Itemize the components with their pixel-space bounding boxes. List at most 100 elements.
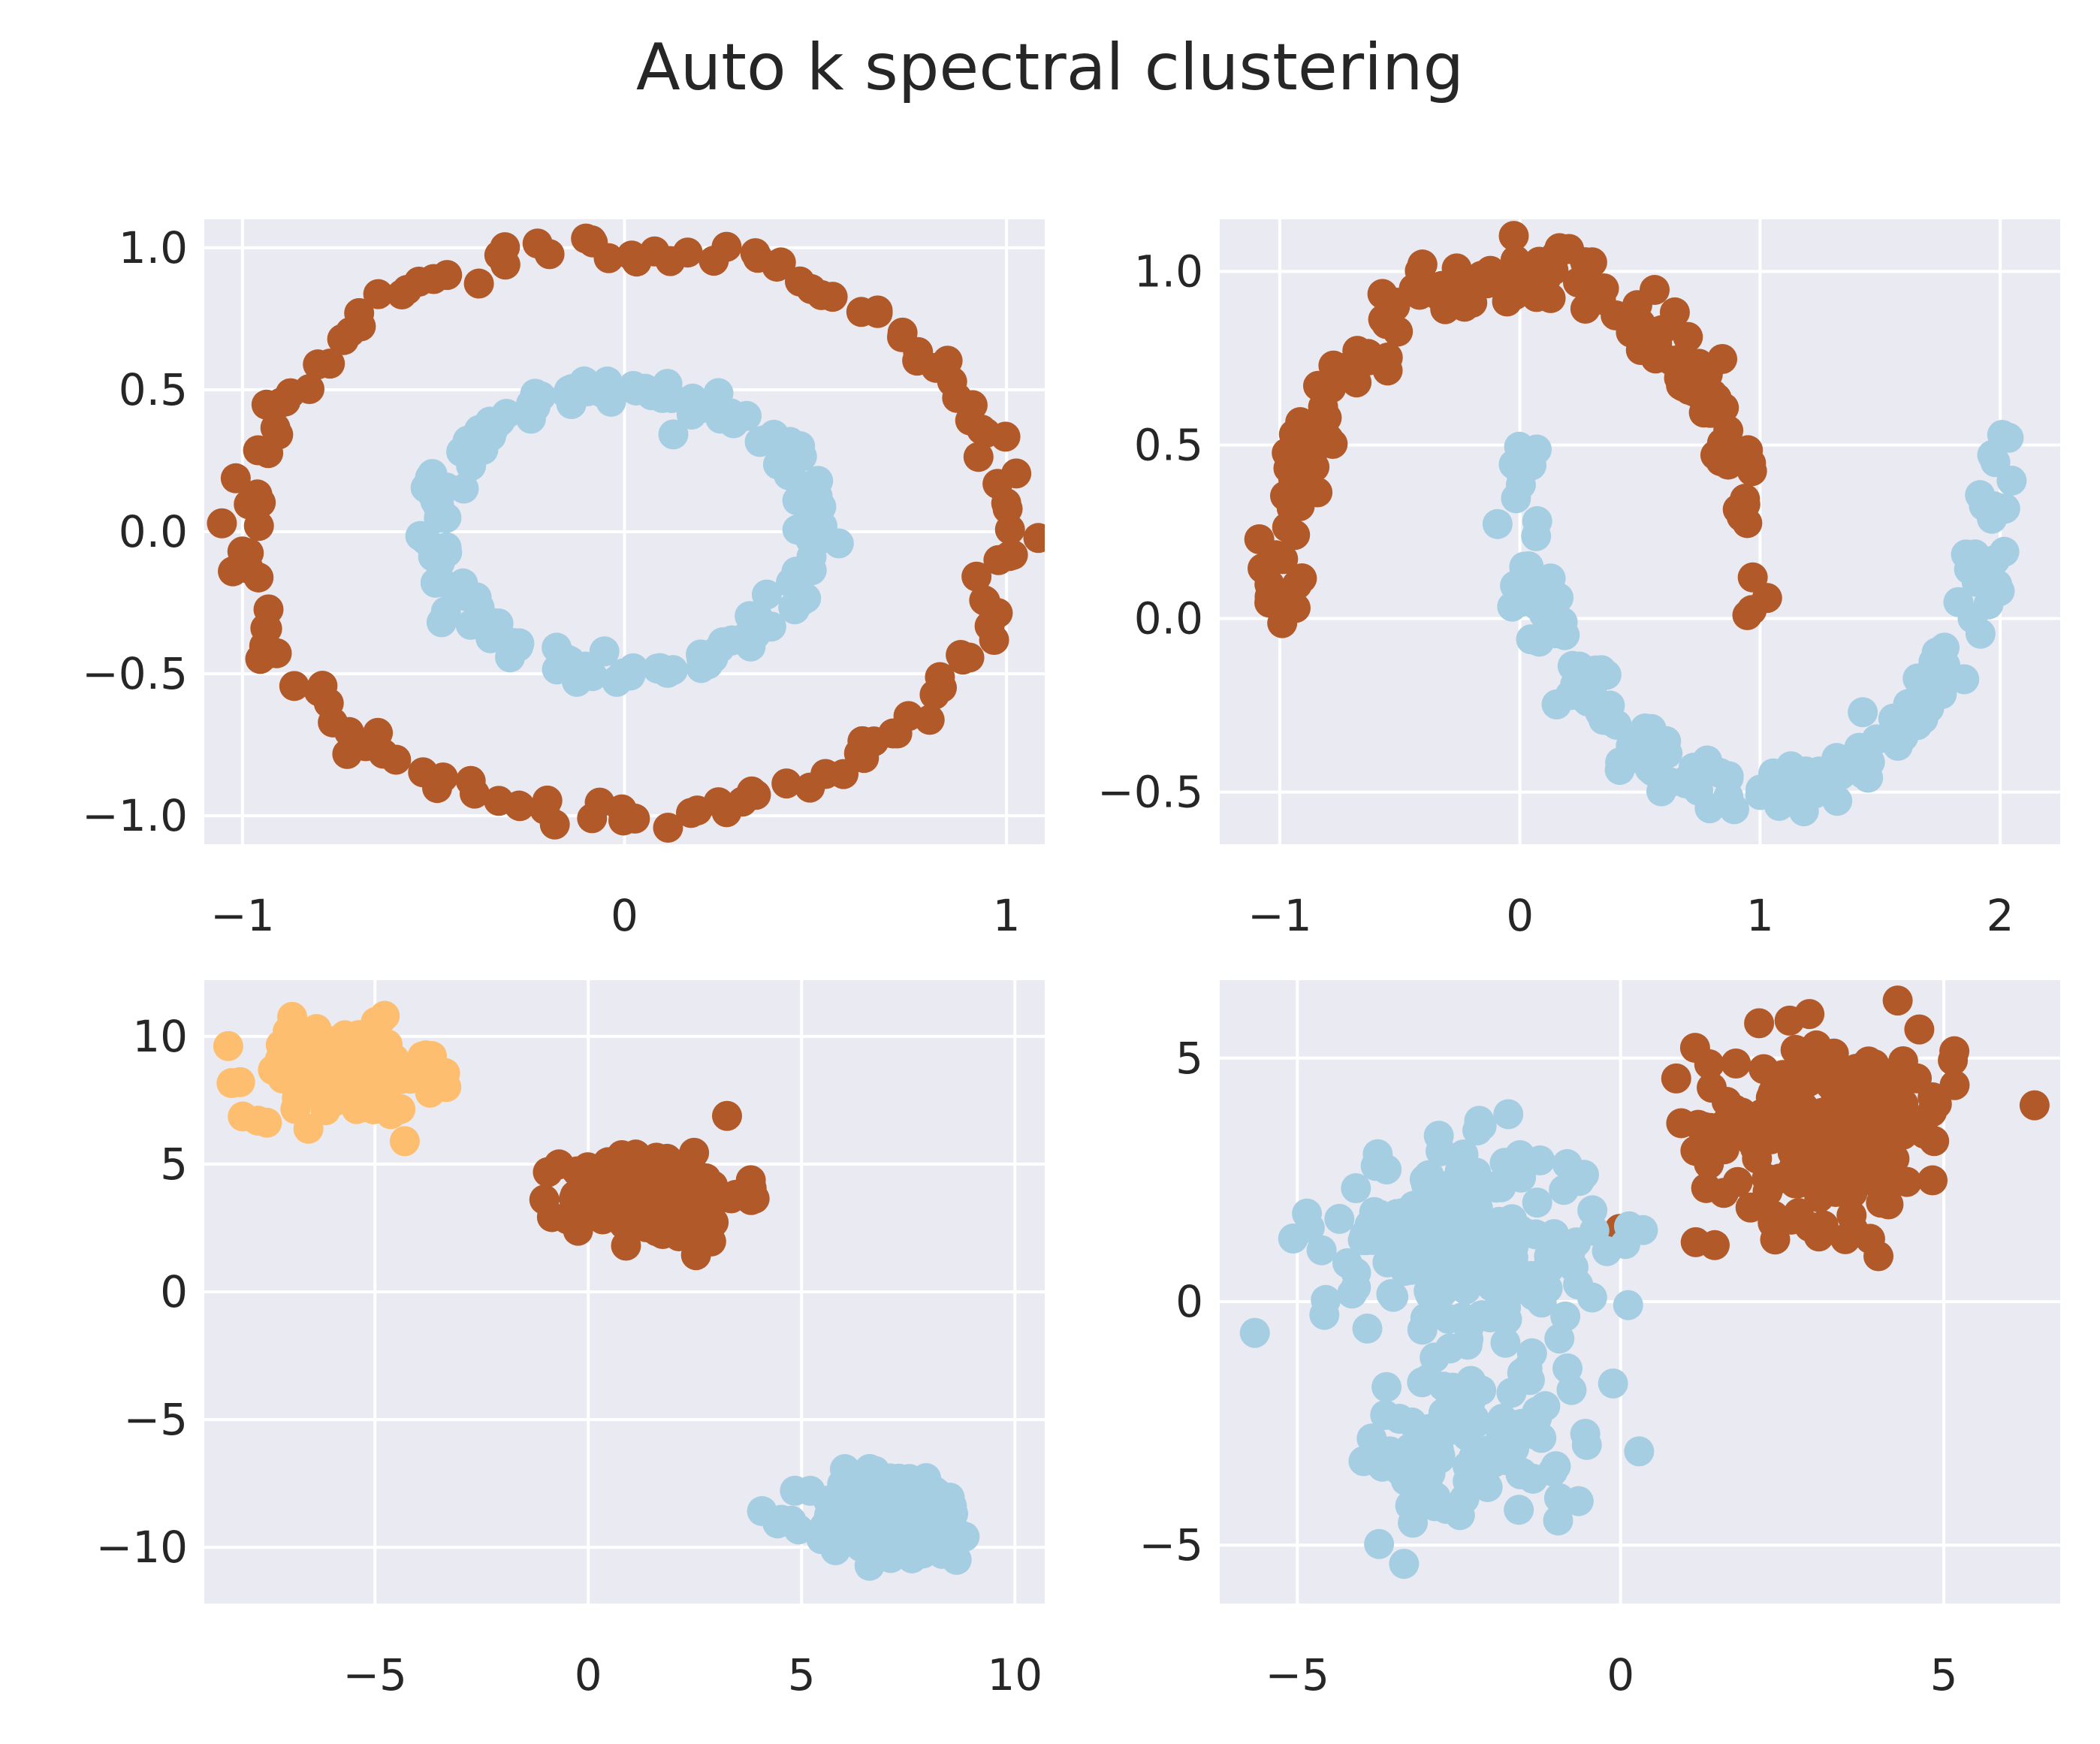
scatter-point [1492,286,1522,317]
panel-bottom-left: −5 0 5 10 −10 −5 0 5 10 [96,980,1045,1700]
scatter-point [1722,1166,1753,1197]
scatter-point [1980,545,2011,575]
scatter-point [1679,1033,1710,1064]
scatter-point [997,539,1028,570]
scatter-point [451,581,481,611]
scatter-point [819,1485,850,1516]
panel-bottom-right: −5 0 5 −5 0 5 [1139,980,2060,1700]
scatter-point [1794,999,1825,1030]
scatter-point [1534,1253,1565,1284]
y-tick-label: −1.0 [82,790,188,841]
x-tick-label: 1 [993,890,1021,941]
scatter-point [1552,1353,1583,1383]
x-tick-label: 1 [1746,890,1774,941]
scatter-point [1239,1317,1270,1348]
scatter-point [875,1472,906,1503]
scatter-point [1414,1160,1444,1190]
scatter-point [1367,279,1398,309]
scatter-point [484,240,514,270]
x-tick-label: −5 [1266,1649,1330,1700]
scatter-point [1949,664,1980,695]
scatter-point [1752,583,1782,614]
scatter-point [711,1100,742,1131]
scatter-point [327,324,358,355]
scatter-point [1918,647,1949,677]
scatter-point [932,345,963,376]
scatter-point [374,1059,405,1090]
scatter-point [1882,985,1913,1016]
scatter-point [381,744,412,775]
scatter-point [243,435,273,466]
scatter-point [847,726,878,756]
scatter-point [385,1094,416,1124]
scatter-point [963,442,994,472]
scatter-point [243,562,274,593]
scatter-point [1921,1088,1952,1119]
scatter-point [1296,441,1327,472]
scatter-point [279,671,309,702]
scatter-point [1438,1224,1468,1254]
scatter-point [1939,1070,1970,1100]
x-tick-label: −1 [1248,890,1312,941]
scatter-point [1318,350,1349,381]
scatter-point [1721,1049,1752,1079]
scatter-point [1464,1106,1495,1136]
scatter-point [1822,786,1853,816]
scatter-point [1374,1230,1405,1260]
scatter-point [1577,1195,1608,1226]
x-tick-label: 5 [1930,1649,1958,1700]
y-tick-label: 0.5 [119,364,188,415]
scatter-point [1423,1121,1454,1151]
scatter-point [303,349,333,380]
scatter-point [1783,1198,1814,1229]
scatter-point [1361,1205,1392,1236]
y-tick-label: 5 [160,1139,188,1190]
scatter-point [1269,481,1300,511]
scatter-point [1544,1323,1575,1354]
scatter-point [1560,669,1591,700]
scatter-point [1758,1200,1789,1231]
x-tick-label: 0 [1506,890,1534,941]
scatter-point [1370,1399,1401,1430]
scatter-point [1624,1436,1655,1467]
scatter-point [1598,1368,1628,1399]
scatter-point [1760,1224,1791,1255]
scatter-point [245,644,276,674]
scatter-point [620,803,650,834]
scatter-point [961,561,992,592]
scatter-point [1544,233,1575,264]
scatter-point [615,660,646,691]
scatter-point [459,778,490,809]
scatter-point [846,297,877,327]
y-tick-label: 0.5 [1134,419,1203,470]
scatter-point [389,1126,420,1157]
scatter-point [1254,569,1285,600]
scatter-point [658,419,689,450]
scatter-point [982,469,1013,499]
scatter-point [741,780,771,810]
scatter-point [1516,624,1546,655]
scatter-point [589,636,620,667]
scatter-point [1337,1278,1368,1309]
scatter-point [1904,1014,1935,1045]
scatter-point [220,463,251,493]
scatter-point [463,268,494,299]
scatter-point [1791,756,1821,787]
scatter-point [554,375,584,406]
scatter-point [1390,1465,1421,1496]
scatter-point [324,1082,355,1113]
y-tick-label: 0 [1175,1276,1203,1327]
scatter-point [1585,697,1616,728]
scatter-point [1820,1119,1851,1150]
scatter-point [544,1149,575,1180]
scatter-point [1268,544,1299,575]
scatter-point [577,661,608,692]
scatter-point [1420,1482,1451,1513]
y-tick-label: 1.0 [1134,246,1203,297]
x-tick-label: 0 [1607,1649,1634,1700]
scatter-point [784,266,815,297]
points-group [207,223,1045,843]
scatter-point [1812,1147,1842,1178]
scatter-point [1881,1111,1911,1142]
scatter-point [1396,1407,1427,1438]
